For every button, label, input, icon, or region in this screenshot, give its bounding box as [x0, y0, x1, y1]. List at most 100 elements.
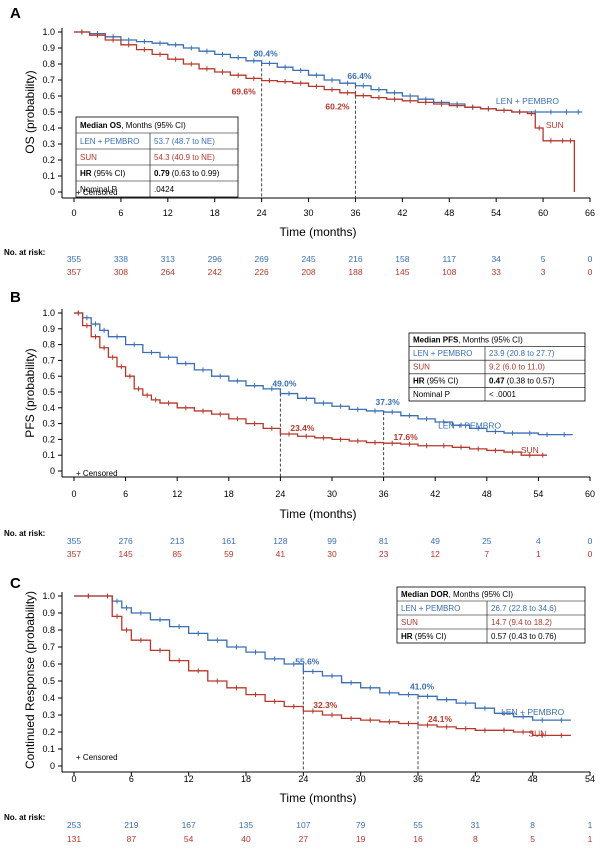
x-tick-label: 54: [585, 774, 595, 784]
at-risk-count-len: 245: [301, 254, 315, 264]
y-tick-label: 0: [50, 761, 55, 771]
panel-label: A: [10, 5, 21, 22]
at-risk-count-sun: 357: [67, 267, 81, 277]
legend-header-rest: , Months (95% CI): [121, 121, 186, 130]
x-tick-label: 30: [356, 774, 366, 784]
series-sun-curve: [74, 31, 576, 192]
legend-value-bold: 0.47: [489, 376, 505, 385]
legend-row-label: LEN + PEMBRO: [413, 349, 472, 358]
legend-row-value: 0.47 (0.38 to 0.57): [489, 376, 555, 385]
y-tick-label: 0.7: [42, 642, 55, 652]
x-tick-label: 12: [184, 774, 194, 784]
x-tick-label: 36: [350, 208, 360, 218]
x-tick-label: 24: [257, 208, 267, 218]
panel-label: B: [10, 289, 21, 306]
y-tick-label: 0.9: [42, 324, 55, 334]
annotation-label: 41.0%: [410, 681, 435, 691]
at-risk-count-sun: 3: [541, 267, 546, 277]
x-tick-label: 30: [327, 489, 337, 499]
series-sun-curve: [74, 595, 571, 737]
x-tick-label: 24: [298, 774, 308, 784]
annotation-label: 55.6%: [295, 656, 320, 666]
at-risk-count-sun: 30: [327, 549, 337, 559]
x-tick-label: 48: [444, 208, 454, 218]
series-len-censor-marks: [87, 593, 562, 723]
at-risk-count-sun: 226: [255, 267, 269, 277]
legend-border: [408, 332, 586, 402]
censored-legend: + Censored: [76, 188, 118, 197]
at-risk-count-sun: 27: [299, 834, 309, 844]
at-risk-count-len: 338: [114, 254, 128, 264]
at-risk-count-sun: 188: [348, 267, 362, 277]
x-tick-label: 30: [304, 208, 314, 218]
at-risk-count-len: 158: [395, 254, 409, 264]
y-tick-label: 0.5: [42, 107, 55, 117]
at-risk-count-len: 296: [208, 254, 222, 264]
y-axis-label: OS (probability): [23, 70, 37, 153]
y-tick-label: 0.4: [42, 123, 55, 133]
y-tick-label: 0.8: [42, 625, 55, 635]
legend-header-rest: , Months (95% CI): [458, 336, 523, 345]
annotation-label: LEN + PEMBRO: [438, 420, 501, 430]
at-risk-count-len: 55: [413, 820, 423, 830]
at-risk-count-sun: 1: [536, 549, 541, 559]
x-axis-label: Time (months): [280, 507, 357, 521]
at-risk-count-sun: 19: [356, 834, 366, 844]
at-risk-count-len: 4: [536, 536, 541, 546]
legend-label-bold: HR: [80, 169, 92, 178]
x-tick-label: 18: [224, 489, 234, 499]
at-risk-count-sun: 54: [184, 834, 194, 844]
y-tick-label: 0.8: [42, 340, 55, 350]
at-risk-count-sun: 40: [241, 834, 251, 844]
legend-row-value: 9.2 (6.0 to 11.0): [489, 363, 545, 372]
at-risk-count-len: 8: [530, 820, 535, 830]
legend-row-value: .0424: [154, 185, 175, 194]
at-risk-count-len: 49: [430, 536, 440, 546]
annotation-label: 69.6%: [232, 87, 257, 97]
x-tick-label: 0: [71, 489, 76, 499]
legend-row-label: LEN + PEMBRO: [401, 604, 460, 613]
legend-border: [75, 116, 239, 198]
y-tick-label: 0.2: [42, 727, 55, 737]
x-tick-label: 42: [470, 774, 480, 784]
annotation-label: 80.4%: [254, 48, 279, 58]
legend-row-value: < .0001: [489, 390, 516, 399]
y-tick-label: 1.0: [42, 308, 55, 318]
y-tick-label: 1.0: [42, 591, 55, 601]
panel-label: C: [10, 575, 21, 592]
at-risk-count-len: 0: [588, 254, 593, 264]
annotation-label: SUN: [546, 120, 564, 130]
y-tick-label: 0.6: [42, 91, 55, 101]
legend-row-label: SUN: [413, 363, 430, 372]
censored-legend: + Censored: [76, 753, 118, 762]
legend-label-bold: HR: [413, 376, 425, 385]
x-tick-label: 12: [163, 208, 173, 218]
x-tick-label: 48: [482, 489, 492, 499]
legend-value-rest: (0.38 to 0.57): [505, 376, 555, 385]
at-risk-count-len: 99: [327, 536, 337, 546]
legend-row-value: 53.7 (48.7 to NE): [154, 137, 215, 146]
legend-header-bold: Median OS: [80, 121, 122, 130]
at-risk-count-len: 107: [296, 820, 310, 830]
at-risk-count-sun: 308: [114, 267, 128, 277]
at-risk-count-sun: 357: [67, 549, 81, 559]
at-risk-count-len: 253: [67, 820, 81, 830]
legend-header: Median OS, Months (95% CI): [80, 121, 186, 130]
x-tick-label: 6: [123, 489, 128, 499]
at-risk-count-len: 5: [541, 254, 546, 264]
legend-row-value: 0.57 (0.43 to 0.76): [491, 632, 557, 641]
at-risk-label: No. at risk:: [4, 813, 45, 822]
at-risk-count-sun: 85: [172, 549, 182, 559]
y-tick-label: 0.9: [42, 43, 55, 53]
x-tick-label: 48: [528, 774, 538, 784]
y-axis-label: PFS (probability): [23, 348, 37, 437]
legend-label-rest: (95% CI): [413, 632, 447, 641]
panel-a: A OS (probability) 0 0.1 0.2 0.3 0.4 0.5 0.6 0.7 0…: [4, 5, 595, 277]
x-tick-label: 18: [210, 208, 220, 218]
at-risk-count-len: 117: [442, 254, 456, 264]
y-tick-label: 0.7: [42, 75, 55, 85]
series-len-curve: [74, 312, 573, 436]
legend-value-bold: 0.79: [154, 169, 170, 178]
at-risk-count-len: 79: [356, 820, 366, 830]
